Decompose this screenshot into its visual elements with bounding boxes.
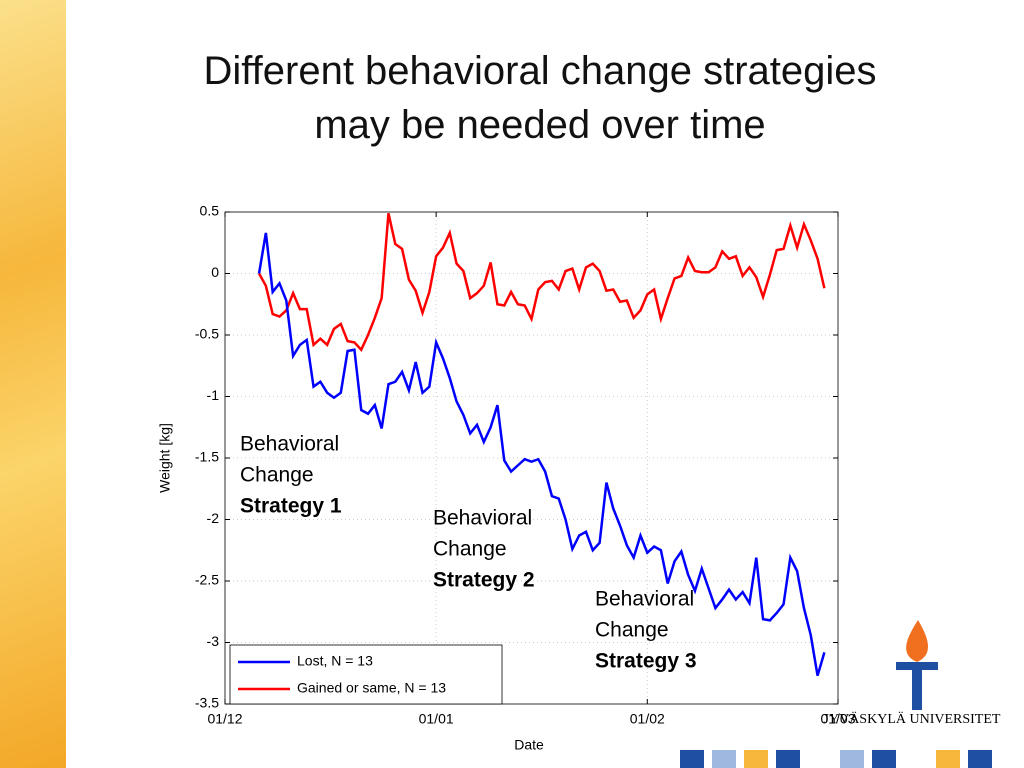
slide-title: Different behavioral change strategies m…	[110, 44, 970, 152]
plot-frame	[224, 211, 839, 705]
title-line: Different behavioral change strategies	[203, 49, 877, 93]
logo: JYVÄSKYLÄ UNIVERSITET	[824, 620, 1001, 727]
data-line	[257, 232, 826, 677]
decor-stripe	[0, 0, 66, 768]
decor-squares	[680, 750, 992, 768]
y-tick-label: -3	[207, 633, 220, 649]
annotation: Strategy 1	[240, 495, 342, 518]
logo-text: JYVÄSKYLÄ UNIVERSITET	[824, 710, 1001, 727]
legend-box	[229, 644, 503, 705]
y-tick-label: 0.5	[200, 203, 220, 219]
annotation: Change	[433, 538, 507, 561]
annotation: Behavioral	[433, 507, 532, 530]
title-line: may be needed over time	[314, 103, 766, 147]
annotation: Behavioral	[240, 433, 339, 456]
x-tick-label: 01/03	[820, 711, 855, 727]
x-tick-label: 01/12	[207, 711, 242, 727]
annotation: Change	[595, 619, 669, 642]
y-tick-label: -1	[207, 387, 220, 403]
y-tick-label: 0	[211, 264, 219, 280]
data-line	[257, 212, 826, 352]
legend-label: Gained or same, N = 13	[297, 680, 446, 696]
legend-label: Lost, N = 13	[297, 653, 373, 669]
x-axis-label: Date	[514, 737, 544, 753]
y-tick-label: -2	[207, 510, 220, 526]
annotation: Strategy 3	[595, 650, 697, 673]
x-tick-label: 01/01	[419, 711, 454, 727]
y-tick-label: -1.5	[195, 449, 219, 465]
y-tick-label: -3.5	[195, 695, 219, 711]
annotation: Strategy 2	[433, 569, 535, 592]
y-axis-label: Weight [kg]	[157, 423, 173, 493]
x-tick-label: 01/02	[630, 711, 665, 727]
annotation: Behavioral	[595, 588, 694, 611]
y-tick-label: -0.5	[195, 326, 219, 342]
annotation: Change	[240, 464, 314, 487]
y-tick-label: -2.5	[195, 572, 219, 588]
